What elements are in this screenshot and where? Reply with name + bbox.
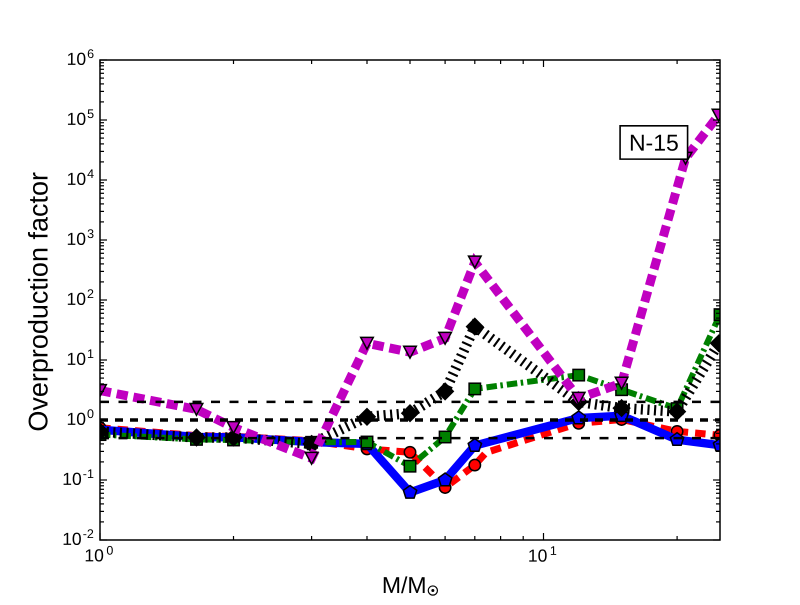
svg-text:5: 5 bbox=[87, 107, 94, 121]
svg-text:10: 10 bbox=[67, 109, 87, 129]
svg-text:6: 6 bbox=[87, 47, 94, 61]
svg-text:N-15: N-15 bbox=[629, 130, 679, 156]
svg-text:3: 3 bbox=[87, 227, 94, 241]
svg-text:-1: -1 bbox=[83, 467, 94, 481]
svg-text:10: 10 bbox=[67, 229, 87, 249]
svg-text:M/M: M/M bbox=[382, 572, 427, 598]
svg-text:-2: -2 bbox=[83, 527, 94, 541]
svg-text:10: 10 bbox=[62, 529, 82, 549]
svg-text:2: 2 bbox=[87, 287, 94, 301]
svg-text:1: 1 bbox=[550, 544, 557, 558]
svg-text:10: 10 bbox=[67, 289, 87, 309]
svg-text:10: 10 bbox=[62, 469, 82, 489]
svg-text:0: 0 bbox=[87, 407, 94, 421]
svg-text:0: 0 bbox=[106, 544, 113, 558]
svg-text:10: 10 bbox=[528, 546, 548, 566]
svg-text:10: 10 bbox=[66, 409, 86, 429]
svg-text:10: 10 bbox=[67, 169, 87, 189]
svg-text:Overproduction factor: Overproduction factor bbox=[23, 172, 53, 432]
svg-text:1: 1 bbox=[87, 347, 94, 361]
svg-text:10: 10 bbox=[66, 349, 86, 369]
svg-text:10: 10 bbox=[84, 545, 104, 565]
svg-text:10: 10 bbox=[67, 49, 87, 69]
svg-text:4: 4 bbox=[87, 167, 94, 181]
